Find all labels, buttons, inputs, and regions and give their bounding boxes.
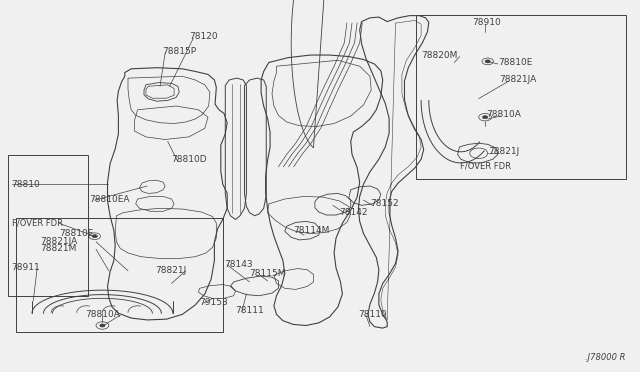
Text: 78810A: 78810A xyxy=(85,310,120,319)
Text: 78821JA: 78821JA xyxy=(499,76,536,84)
Text: 79153: 79153 xyxy=(200,298,228,307)
Text: 78810D: 78810D xyxy=(172,155,207,164)
Text: 78111: 78111 xyxy=(236,307,264,315)
Text: 78821J: 78821J xyxy=(155,266,186,275)
Bar xyxy=(416,15,626,179)
Text: F/OVER FDR: F/OVER FDR xyxy=(12,219,63,228)
Text: 78911: 78911 xyxy=(12,263,40,272)
Circle shape xyxy=(100,324,105,327)
Text: 78143: 78143 xyxy=(224,260,253,269)
Text: 78810E: 78810E xyxy=(498,58,532,67)
Text: 78821JA: 78821JA xyxy=(40,237,77,246)
Text: 78821M: 78821M xyxy=(40,244,77,253)
Text: 78820M: 78820M xyxy=(421,51,458,60)
Text: 78114M: 78114M xyxy=(293,226,330,235)
Text: 78120: 78120 xyxy=(189,32,218,41)
Bar xyxy=(16,218,223,332)
Text: .J78000 R: .J78000 R xyxy=(586,353,626,362)
Text: 78152: 78152 xyxy=(370,199,399,208)
Text: 78810A: 78810A xyxy=(486,110,521,119)
Text: 78810E: 78810E xyxy=(60,229,94,238)
Text: F/OVER FDR: F/OVER FDR xyxy=(460,161,511,170)
Circle shape xyxy=(485,60,490,63)
Text: 78810EA: 78810EA xyxy=(90,195,130,203)
Circle shape xyxy=(92,235,97,238)
Text: 78910: 78910 xyxy=(472,18,501,27)
Text: 78115M: 78115M xyxy=(250,269,286,278)
Text: 78142: 78142 xyxy=(339,208,368,217)
Text: 78810: 78810 xyxy=(12,180,40,189)
Text: 78815P: 78815P xyxy=(162,47,196,56)
Circle shape xyxy=(483,116,488,119)
Bar xyxy=(8,155,88,296)
Text: 78110: 78110 xyxy=(358,310,387,319)
Text: 78821J: 78821J xyxy=(488,147,520,156)
